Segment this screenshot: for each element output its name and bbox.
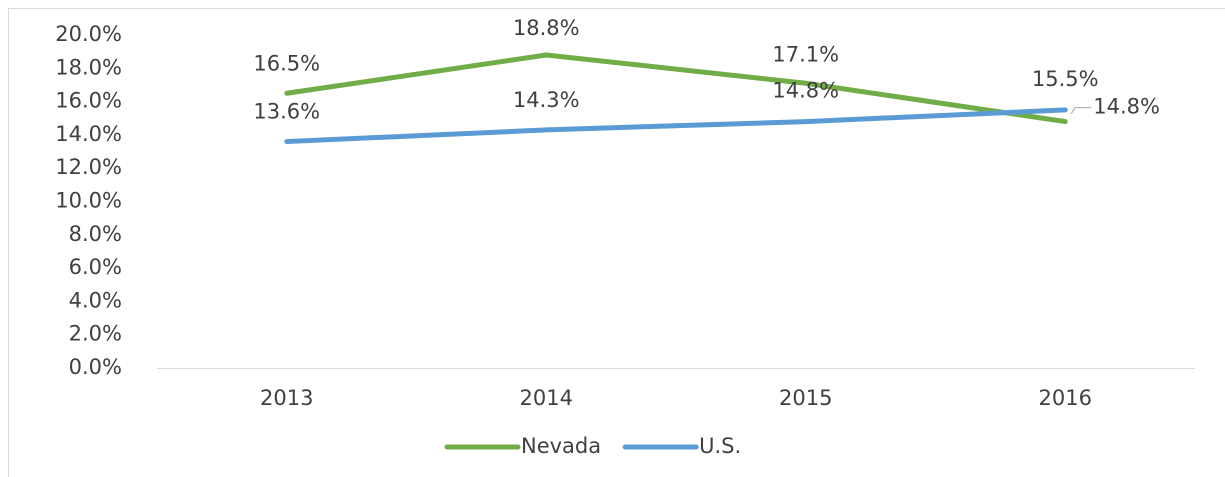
data-label: 14.8%: [1093, 95, 1160, 119]
y-tick-label: 4.0%: [69, 288, 122, 312]
data-label: 15.5%: [1032, 67, 1099, 91]
x-tick-label: 2016: [1039, 386, 1092, 410]
chart-frame: [8, 8, 1225, 477]
data-label: 13.6%: [253, 100, 320, 124]
y-tick-label: 0.0%: [69, 355, 122, 379]
data-label: 18.8%: [513, 16, 580, 40]
y-tick-label: 16.0%: [55, 89, 122, 113]
series-line: [284, 107, 1068, 145]
series-line: [284, 52, 1068, 125]
y-tick-label: 12.0%: [55, 155, 122, 179]
legend-label: U.S.: [699, 434, 741, 458]
y-tick-label: 18.0%: [55, 55, 122, 79]
data-label: 14.8%: [772, 79, 839, 103]
x-tick-label: 2014: [520, 386, 573, 410]
y-tick-label: 10.0%: [55, 189, 122, 213]
data-label: 14.3%: [513, 88, 580, 112]
x-tick-label: 2013: [260, 386, 313, 410]
data-label: 16.5%: [253, 51, 320, 75]
legend-label: Nevada: [521, 434, 601, 458]
y-tick-label: 6.0%: [69, 255, 122, 279]
y-tick-label: 14.0%: [55, 122, 122, 146]
x-tick-label: 2015: [779, 386, 832, 410]
y-tick-label: 20.0%: [55, 22, 122, 46]
y-tick-label: 2.0%: [69, 322, 122, 346]
data-label: 17.1%: [772, 42, 839, 66]
y-tick-label: 8.0%: [69, 222, 122, 246]
leader-line: [1070, 107, 1092, 114]
